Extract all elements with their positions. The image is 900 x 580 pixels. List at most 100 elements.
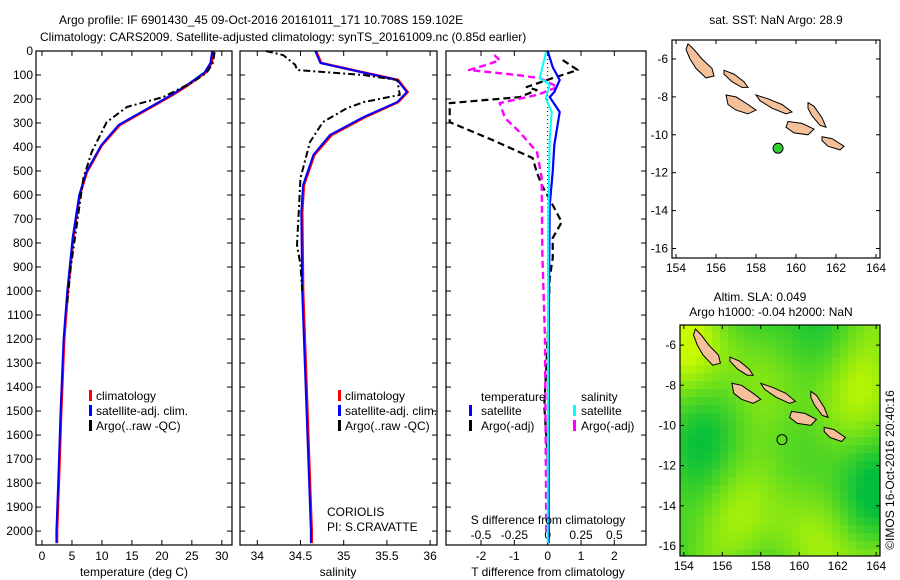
sla-cell <box>800 541 808 549</box>
sla-cell <box>776 509 784 517</box>
sla-cell <box>728 541 736 549</box>
sla-cell <box>824 525 832 533</box>
sla-cell <box>832 493 840 501</box>
sla-cell <box>848 341 856 349</box>
sla-cell <box>824 453 832 461</box>
sla-cell <box>848 389 856 397</box>
sla-cell <box>808 501 816 509</box>
sla-cell <box>720 533 728 541</box>
sla-cell <box>832 373 840 381</box>
sla-cell <box>872 389 880 397</box>
sla-cell <box>736 501 744 509</box>
t-difference-axis-label: T difference from climatology <box>471 565 625 579</box>
sla-cell <box>752 445 760 453</box>
sla-cell <box>752 421 760 429</box>
sla-cell <box>696 445 704 453</box>
sla-cell <box>792 453 800 461</box>
sla-cell <box>808 437 816 445</box>
x-tick-label: 35.5 <box>375 549 399 563</box>
sla-cell <box>784 445 792 453</box>
sla-cell <box>840 477 848 485</box>
island-malaita <box>807 101 827 129</box>
sla-cell <box>736 469 744 477</box>
sla-cell <box>832 533 840 541</box>
sla-cell <box>720 453 728 461</box>
sla-cell <box>784 405 792 413</box>
sla-cell <box>864 517 872 525</box>
sla-cell <box>800 445 808 453</box>
sla-cell <box>696 549 704 556</box>
legend-swatch-t-satellite <box>469 405 472 416</box>
sla-cell <box>816 493 824 501</box>
x-tick-label: 34 <box>251 549 265 563</box>
sla-cell <box>744 373 752 381</box>
y-tick-label: 0 <box>26 44 33 58</box>
sla-cell <box>872 453 880 461</box>
sla-cell <box>680 517 688 525</box>
sla-cell <box>832 413 840 421</box>
sla-cell <box>696 349 704 357</box>
sla-cell <box>736 421 744 429</box>
sst-map: 154 156 158 160 162 164 -6 -8 -10 -12 -14 -16 <box>651 39 886 275</box>
sla-cell <box>816 549 824 556</box>
sla-cell <box>872 357 880 365</box>
sla-cell <box>816 357 824 365</box>
sla-cell <box>848 549 856 556</box>
sla-cell <box>712 397 720 405</box>
y-tick-label: 1700 <box>6 452 33 466</box>
x2-tick-label: -0.25 <box>501 528 529 542</box>
sla-cell <box>768 373 776 381</box>
sla-cell <box>760 517 768 525</box>
sla-cell <box>736 397 744 405</box>
sla-cell <box>864 493 872 501</box>
sla-cell <box>856 421 864 429</box>
sla-cell <box>736 429 744 437</box>
sla-cell <box>680 453 688 461</box>
sla-cell <box>776 357 784 365</box>
sla-cell <box>752 341 760 349</box>
sla-cell <box>808 373 816 381</box>
sla-cell <box>744 501 752 509</box>
sla-cell <box>696 325 704 333</box>
sla-cell <box>800 397 808 405</box>
sla-cell <box>744 541 752 549</box>
sla-cell <box>712 333 720 341</box>
sla-cell <box>752 453 760 461</box>
sla-cell <box>792 477 800 485</box>
sla-cell <box>864 453 872 461</box>
plot-frame <box>239 50 438 546</box>
sla-cell <box>832 445 840 453</box>
sla-cell <box>856 485 864 493</box>
sla-cell <box>696 453 704 461</box>
sla-cell <box>816 517 824 525</box>
sla-cell <box>736 461 744 469</box>
legend-label: climatology <box>96 389 156 403</box>
sla-cell <box>792 509 800 517</box>
sla-cell <box>768 501 776 509</box>
sla-cell <box>848 373 856 381</box>
lat-tick-label: -6 <box>657 52 668 66</box>
sla-cell <box>800 533 808 541</box>
sla-cell <box>704 389 712 397</box>
sla-cell <box>840 453 848 461</box>
sla-cell <box>856 477 864 485</box>
sla-cell <box>776 421 784 429</box>
sla-cell <box>688 525 696 533</box>
sla-cell <box>824 517 832 525</box>
legend-label: Argo(..raw -QC) <box>345 419 430 433</box>
sla-cell <box>736 413 744 421</box>
sla-cell <box>816 525 824 533</box>
sla-cell <box>832 517 840 525</box>
sla-cell <box>808 429 816 437</box>
sla-cell <box>840 349 848 357</box>
sla-cell <box>864 445 872 453</box>
sla-cell <box>712 365 720 373</box>
sla-cell <box>824 333 832 341</box>
sla-cell <box>848 325 856 333</box>
sla-cell <box>840 373 848 381</box>
sla-cell <box>776 469 784 477</box>
sla-cell <box>848 381 856 389</box>
sla-cell <box>728 525 736 533</box>
sla-cell <box>808 525 816 533</box>
